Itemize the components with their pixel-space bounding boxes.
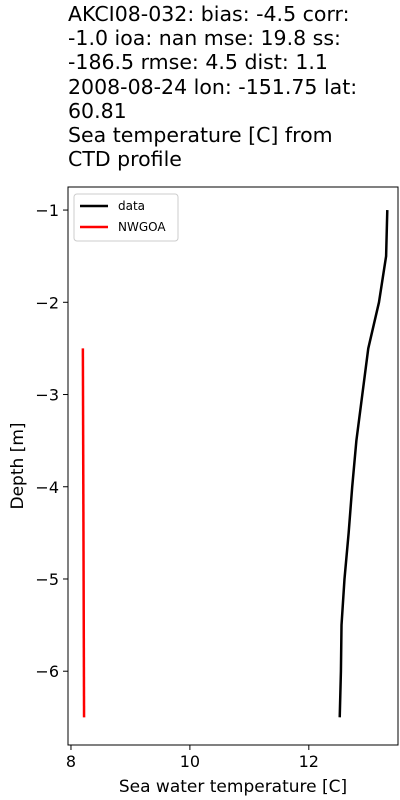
series-layer [81,210,389,718]
x-axis-ticks: 8 10 12 [66,745,319,771]
y-tick-label: −5 [35,570,59,589]
chart-title-line: CTD profile [68,147,182,172]
chart-title: AKCI08-032: bias: -4.5 corr: -1.0 ioa: na… [68,2,398,171]
y-tick-label: −4 [35,478,59,497]
y-tick-label: −2 [35,293,59,312]
y-tick-label: −3 [35,386,59,405]
series-line-data [338,210,389,718]
x-tick-label: 8 [66,752,76,771]
chart-title-line: -1.0 ioa: nan mse: 19.8 ss: [68,26,341,51]
legend: data NWGOA [73,193,179,242]
x-tick-label: 12 [299,752,319,771]
chart-title-line: 2008-08-24 lon: -151.75 lat: [68,74,358,99]
x-tick-label: 10 [180,752,200,771]
y-tick-label: −1 [35,201,59,220]
plot-frame [67,186,399,746]
chart-title-line: 60.81 [68,98,127,123]
chart-title-line: Sea temperature [C] from [68,123,333,148]
legend-label-nwgoa: NWGOA [118,220,166,234]
y-tick-label: −6 [35,662,59,681]
y-axis-label: Depth [m] [8,422,28,509]
series-line-nwgoa [81,348,86,718]
legend-label-data: data [118,199,145,213]
chart-title-line: -186.5 rmse: 4.5 dist: 1.1 [68,50,328,75]
x-axis-label: Sea water temperature [C] [119,777,347,797]
y-axis-ticks: −1 −2 −3 −4 −5 −6 [35,201,68,681]
chart-title-line: AKCI08-032: bias: -4.5 corr: [68,2,350,26]
